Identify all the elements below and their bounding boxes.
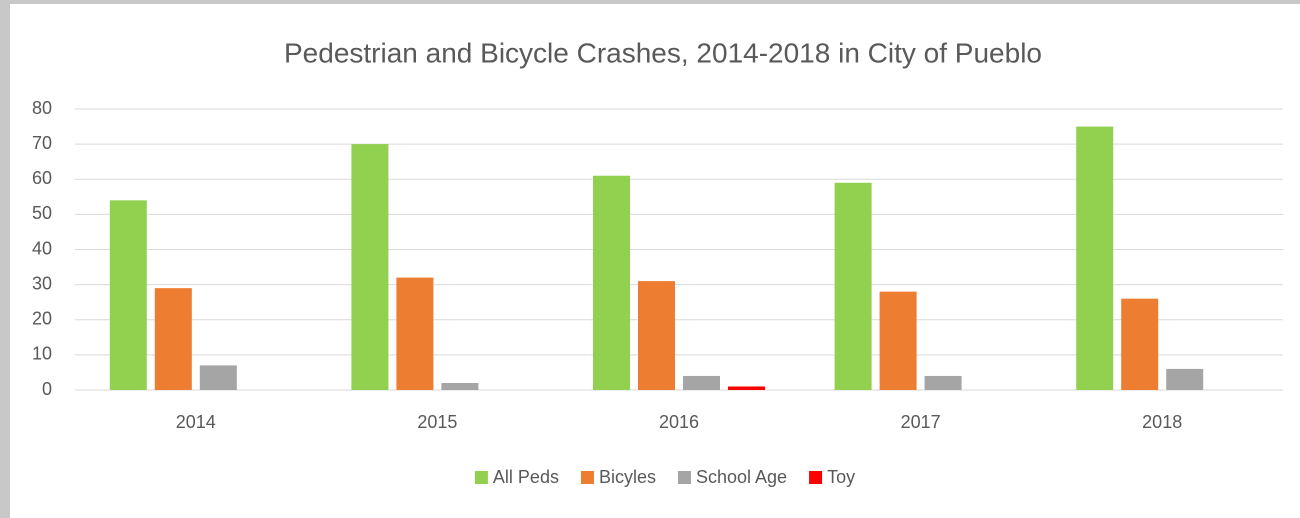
x-tick-label: 2018 — [1142, 412, 1182, 432]
legend-label: Bicyles — [599, 467, 656, 487]
bar — [879, 291, 917, 390]
bar — [441, 382, 479, 390]
x-tick-label: 2016 — [659, 412, 699, 432]
legend-label: Toy — [827, 467, 855, 487]
bar — [109, 200, 147, 390]
bar — [154, 288, 192, 390]
legend-swatch — [580, 471, 594, 484]
y-tick-label: 70 — [32, 133, 52, 153]
y-tick-label: 20 — [32, 309, 52, 329]
x-tick-label: 2017 — [901, 412, 941, 432]
bar — [199, 365, 237, 390]
bar — [1076, 126, 1114, 390]
x-tick-label: 2014 — [176, 412, 216, 432]
bar — [1166, 368, 1204, 390]
bar — [396, 277, 434, 390]
bar — [924, 375, 962, 390]
chart-title: Pedestrian and Bicycle Crashes, 2014-201… — [284, 37, 1042, 68]
y-tick-label: 60 — [32, 168, 52, 188]
bar — [834, 182, 872, 390]
y-tick-label: 10 — [32, 344, 52, 364]
bar — [638, 281, 675, 390]
bar — [1121, 298, 1159, 390]
bar — [728, 386, 765, 390]
bar — [351, 144, 389, 390]
bar — [683, 375, 720, 390]
y-tick-label: 40 — [32, 238, 52, 258]
legend-label: All Peds — [493, 467, 559, 487]
legend-swatch — [677, 471, 691, 484]
y-tick-label: 80 — [32, 98, 52, 118]
legend-label: School Age — [696, 467, 787, 487]
y-tick-label: 50 — [32, 203, 52, 223]
legend-swatch — [809, 471, 823, 484]
legend-swatch — [474, 471, 488, 484]
y-tick-label: 0 — [42, 379, 52, 399]
bar — [593, 175, 630, 390]
y-tick-label: 30 — [32, 273, 52, 293]
x-tick-label: 2015 — [417, 412, 457, 432]
